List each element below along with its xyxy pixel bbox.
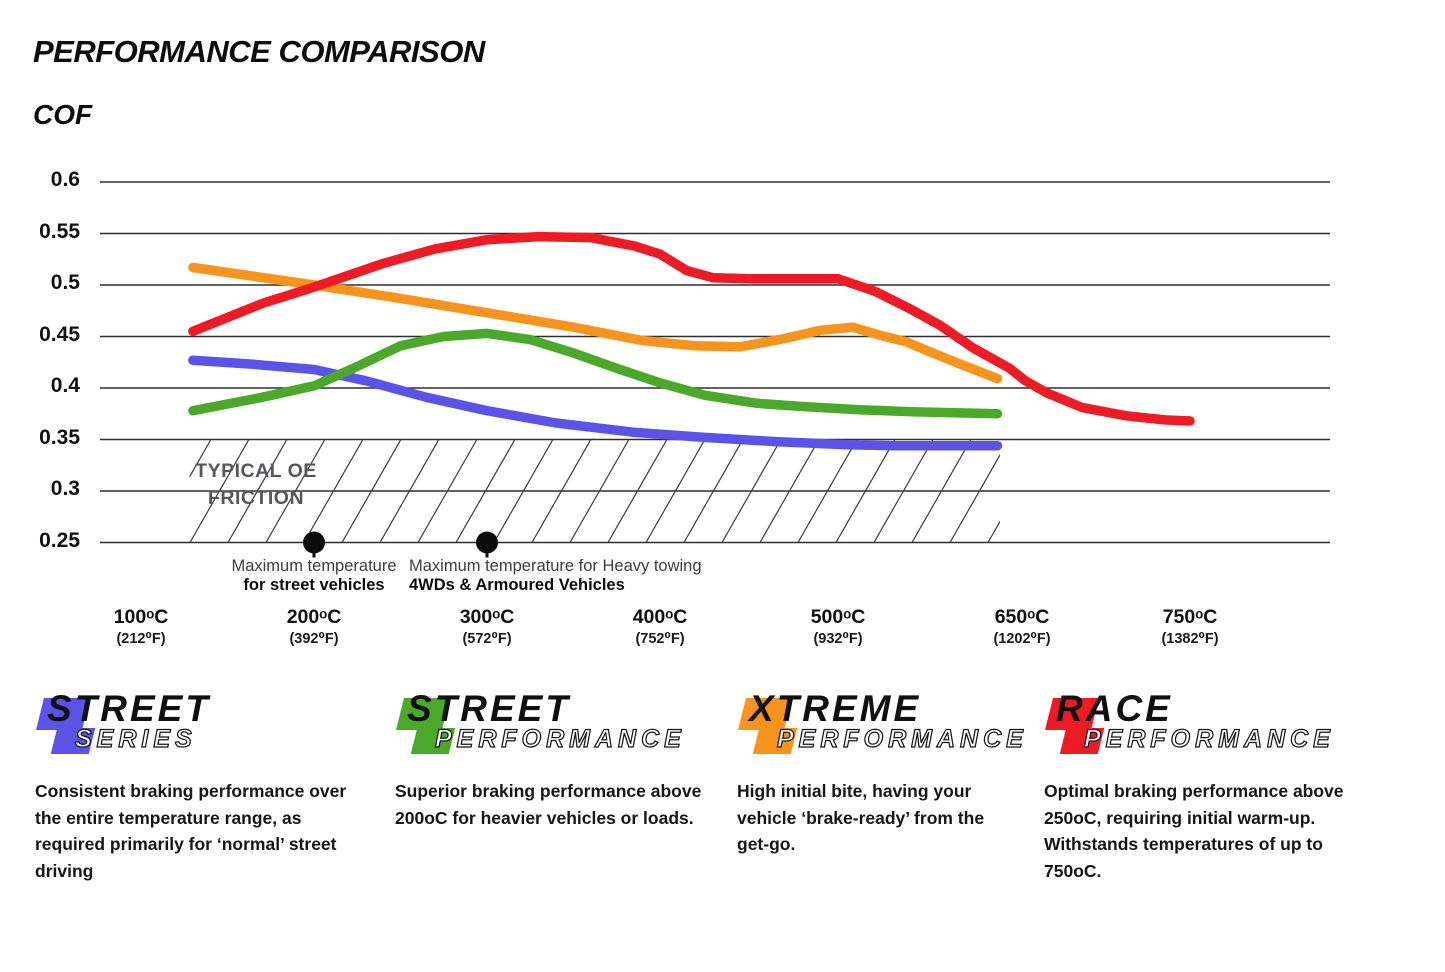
y-tick-label: 0.5 — [50, 271, 80, 294]
street-series-logo: STREET SERIES — [35, 688, 365, 762]
hatch-line — [797, 439, 858, 543]
series-line-xtreme-performance — [188, 262, 1003, 384]
x-tick-label: 400ᵒC (752⁰F) — [585, 606, 735, 650]
marker-dot — [476, 531, 498, 554]
hatch-line — [911, 439, 972, 543]
hatch-line — [531, 439, 592, 543]
hatch-line — [683, 439, 744, 543]
hatch-line — [759, 439, 820, 543]
oe-friction-label-line2: FRICTION — [207, 487, 305, 509]
legend-description: Consistent braking performance over the … — [35, 781, 347, 881]
hatch-line — [607, 439, 668, 543]
y-tick-label: 0.4 — [50, 374, 80, 397]
y-tick-label: 0.55 — [39, 219, 80, 243]
x-tick-celsius: 500ᵒC — [810, 606, 866, 628]
y-tick-label: 0.6 — [50, 168, 80, 191]
logo-word1: XTREME — [749, 688, 922, 729]
x-tick-fahrenheit: (1202⁰F) — [993, 631, 1051, 647]
hatch-line — [189, 439, 250, 543]
hatch-line — [303, 439, 364, 543]
x-tick-fahrenheit: (212⁰F) — [116, 631, 166, 647]
hatch-line — [455, 439, 516, 543]
logo-word1: RACE — [1056, 688, 1173, 729]
annotation-line-bold: for street vehicles — [243, 575, 385, 594]
hatch-line — [265, 439, 326, 543]
y-tick-label: 0.25 — [39, 528, 80, 552]
legend-description: High initial bite, having your vehicle ‘… — [737, 781, 985, 854]
oe-friction-label: TYPICAL OE FRICTION — [158, 458, 354, 512]
annotation-max-temp-street: Maximum temperature for street vehicles — [154, 557, 474, 594]
x-tick-fahrenheit: (392⁰F) — [289, 631, 339, 647]
annotation-line: Maximum temperature — [231, 557, 397, 575]
x-tick-celsius: 300ᵒC — [459, 606, 515, 628]
x-tick-celsius: 200ᵒC — [286, 606, 342, 628]
logo-word2: SERIES — [74, 724, 197, 753]
logo-word2: PERFORMANCE — [1083, 724, 1335, 753]
x-tick-celsius: 100ᵒC — [113, 606, 169, 628]
hatch-line — [569, 439, 630, 543]
y-tick-label: 0.35 — [39, 425, 80, 449]
race-performance-logo: RACE PERFORMANCE — [1044, 688, 1374, 762]
hatch-line — [835, 439, 896, 543]
hatch-line — [645, 439, 706, 543]
oe-friction-label-line1: TYPICAL OE — [195, 460, 317, 482]
x-tick-label: 300ᵒC (572⁰F) — [412, 606, 562, 650]
legend-item-xtreme-performance: XTREME PERFORMANCE High initial bite, ha… — [737, 688, 1067, 858]
logo-word1: STREET — [407, 688, 571, 729]
hatch-line — [227, 439, 288, 543]
logo-word2: PERFORMANCE — [776, 724, 1028, 753]
annotation-line: Maximum temperature for Heavy towing — [409, 557, 702, 575]
x-tick-label: 500ᵒC (932⁰F) — [763, 606, 913, 650]
annotation-max-temp-towing: Maximum temperature for Heavy towing 4WD… — [409, 557, 769, 594]
oe-friction-hatch-band — [189, 439, 1000, 543]
marker-dot — [303, 531, 325, 554]
x-tick-fahrenheit: (932⁰F) — [813, 631, 863, 647]
x-tick-celsius: 750ᵒC — [1162, 606, 1218, 628]
series-line-street-series — [188, 355, 1003, 451]
x-tick-celsius: 650ᵒC — [994, 606, 1050, 628]
hatch-line — [987, 520, 1000, 543]
hatch-line — [417, 439, 478, 543]
hatch-line — [493, 439, 554, 543]
legend-item-street-performance: STREET PERFORMANCE Superior braking perf… — [395, 688, 735, 831]
y-tick-label: 0.3 — [50, 477, 80, 500]
logo-word2: PERFORMANCE — [434, 724, 686, 753]
legend-description: Optimal braking performance above 250oC,… — [1044, 781, 1344, 881]
x-tick-celsius: 400ᵒC — [632, 606, 688, 628]
x-tick-label: 750ᵒC (1382⁰F) — [1115, 606, 1265, 650]
hatch-line — [721, 439, 782, 543]
hatch-line — [949, 453, 1000, 543]
hatch-line — [873, 439, 934, 543]
hatch-line — [379, 439, 440, 543]
hatch-line — [341, 439, 402, 543]
series-line-race-performance — [188, 231, 1195, 426]
x-tick-fahrenheit: (572⁰F) — [462, 631, 512, 647]
hatch-line — [189, 439, 212, 479]
annotation-line-bold: 4WDs & Armoured Vehicles — [409, 575, 625, 594]
y-axis-title: COF — [33, 99, 93, 130]
x-tick-label: 200ᵒC (392⁰F) — [239, 606, 389, 650]
hatch-lines — [189, 439, 1000, 543]
x-tick-fahrenheit: (1382⁰F) — [1161, 631, 1219, 647]
temperature-markers — [303, 531, 498, 558]
x-tick-fahrenheit: (752⁰F) — [635, 631, 685, 647]
legend-item-race-performance: RACE PERFORMANCE Optimal braking perform… — [1044, 688, 1374, 884]
street-performance-logo: STREET PERFORMANCE — [395, 688, 725, 762]
legend-item-street-series: STREET SERIES Consistent braking perform… — [35, 688, 365, 884]
logo-word1: STREET — [47, 688, 211, 729]
xtreme-performance-logo: XTREME PERFORMANCE — [737, 688, 1067, 762]
x-tick-label: 650ᵒC (1202⁰F) — [947, 606, 1097, 650]
series-curves — [188, 231, 1195, 451]
page-title: PERFORMANCE COMPARISON — [33, 34, 485, 69]
legend-description: Superior braking performance above 200oC… — [395, 781, 702, 828]
y-tick-label: 0.45 — [39, 322, 80, 346]
x-tick-label: 100ᵒC (212⁰F) — [66, 606, 216, 650]
series-line-street-performance — [188, 328, 1003, 419]
